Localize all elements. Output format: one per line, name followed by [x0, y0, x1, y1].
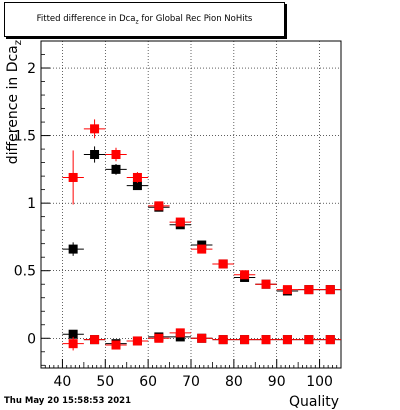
data-point	[148, 201, 170, 211]
data-point	[276, 285, 299, 295]
marker	[240, 335, 250, 345]
data-point	[148, 333, 170, 343]
data-point	[126, 336, 149, 346]
marker	[90, 124, 100, 134]
data-point	[83, 335, 106, 345]
y-tick-label: 0.5	[14, 264, 36, 280]
x-tick-label: 90	[268, 374, 286, 390]
marker	[68, 172, 78, 182]
marker	[304, 285, 314, 295]
data-point	[212, 335, 234, 345]
data-point	[105, 163, 127, 175]
data-point	[126, 172, 149, 183]
data-point	[62, 242, 84, 256]
y-tick-label: 0	[27, 331, 36, 347]
y-tick-label: 1.5	[14, 129, 36, 145]
marker	[304, 335, 314, 345]
marker	[68, 329, 78, 339]
marker	[175, 328, 185, 338]
marker	[90, 150, 100, 160]
marker	[240, 270, 250, 280]
marker	[111, 340, 121, 350]
data-point	[319, 285, 341, 295]
x-axis-label: Quality	[289, 394, 339, 410]
data-point	[169, 328, 191, 338]
data-point	[233, 270, 256, 280]
x-tick-label: 70	[182, 374, 200, 390]
data-point	[298, 335, 320, 345]
data-point	[191, 333, 213, 343]
marker	[282, 335, 292, 345]
marker	[68, 244, 78, 254]
y-axis-label: difference in Dcaz	[5, 40, 24, 164]
data-point	[212, 259, 234, 269]
data-point	[233, 335, 256, 345]
data-point	[169, 217, 191, 227]
chart-title: Fitted difference in Dcaz for Global Rec…	[36, 13, 253, 26]
data-point	[62, 150, 84, 205]
marker	[261, 279, 271, 289]
marker	[282, 285, 292, 295]
axis-ticks: 40 50 60 70 80 90 100 0 0.5 1 1.5 2	[14, 40, 342, 390]
x-tick-label: 100	[306, 374, 333, 390]
marker	[197, 333, 207, 343]
marker	[111, 150, 121, 160]
marker	[218, 259, 228, 269]
data-point	[255, 279, 277, 289]
grid	[41, 41, 341, 368]
marker	[154, 201, 164, 211]
data-point	[255, 335, 277, 345]
marker	[261, 335, 271, 345]
marker	[175, 217, 185, 227]
marker	[68, 339, 78, 349]
timestamp: Thu May 20 15:58:53 2021	[4, 396, 131, 406]
marker	[132, 172, 142, 182]
data-point	[105, 340, 127, 350]
marker	[132, 181, 142, 191]
marker	[132, 336, 142, 346]
x-tick-label: 50	[96, 374, 114, 390]
data-point	[276, 335, 299, 345]
x-tick-label: 40	[54, 374, 72, 390]
y-tick-label: 1	[27, 196, 36, 212]
data-point	[191, 244, 213, 254]
marker	[325, 335, 335, 345]
marker	[111, 164, 121, 174]
plot-frame	[40, 40, 342, 369]
marker	[90, 335, 100, 345]
marker	[154, 333, 164, 343]
y-tick-label: 2	[27, 61, 36, 77]
marker	[325, 285, 335, 295]
chart-title-box: Fitted difference in Dcaz for Global Rec…	[4, 2, 285, 37]
data-points	[62, 119, 341, 351]
data-point	[83, 146, 106, 163]
data-point	[62, 336, 84, 351]
data-point	[83, 119, 106, 139]
x-tick-label: 80	[225, 374, 243, 390]
data-point	[298, 285, 320, 295]
x-tick-label: 60	[139, 374, 157, 390]
marker	[218, 335, 228, 345]
marker	[197, 244, 207, 254]
data-point	[105, 147, 127, 162]
data-point	[319, 335, 341, 345]
